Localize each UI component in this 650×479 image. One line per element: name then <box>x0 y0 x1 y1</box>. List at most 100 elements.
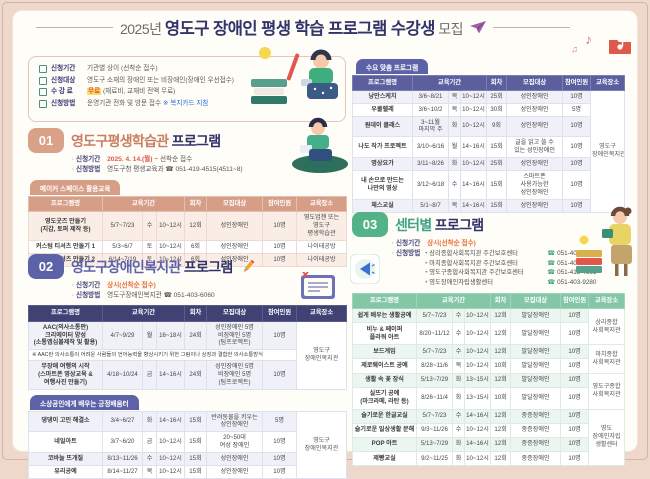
flyer-page: { "header": { "year": "2025년", "title": … <box>0 0 650 462</box>
tab-maker-space: 메이커 스페이스 활용교육 <box>30 180 121 196</box>
free-highlight: 무료 <box>87 88 102 96</box>
table-cell: 14~16시 <box>463 408 492 424</box>
table-cell: 9/2~11/25 <box>416 450 453 467</box>
table-row: 생활 속 꽃 장식 5/13~7/29 화 13~15시 12회 발달장애인 10명 영도구종… <box>352 372 626 410</box>
table-cell: 중증장애인 <box>510 422 562 438</box>
table-cell: 커스텀 티셔츠 만들기 1 <box>28 239 103 254</box>
table-cell: 발달장애인 <box>510 322 562 346</box>
table-cell: 14~16시 <box>459 136 488 159</box>
tab-small-business: 소상공인에게 배우는 긍정배움터 <box>30 395 139 411</box>
center-programs-table: 프로그램명 교육기간 회차 모집대상 참여인원 교육장소 쉽게 배우는 생활공예 5/7~7/… <box>352 292 626 467</box>
table-cell: 토 <box>142 252 157 267</box>
table-cell: 10~12시 <box>156 465 185 479</box>
table-cell: 8/20~11/12 <box>416 322 453 346</box>
table-cell: 10~12시 <box>463 322 492 346</box>
table-cell: 성인장애인 <box>206 452 263 467</box>
table-cell: 무장애 여행의 시작 (스마트폰 영상교육 & 여행사진 만들기) <box>28 360 103 391</box>
column-header: 참여인원 <box>560 292 590 310</box>
table-cell: 목 <box>448 198 461 213</box>
table-row: AAC(의사소통판) 크리에이터 양성 (소통앱심볼제작 및 활용) 4/7~9/29… <box>28 320 348 391</box>
folder-icon <box>609 40 631 54</box>
table-cell: 중증장애인 <box>510 436 562 452</box>
table-cell: 14~16시 <box>459 170 488 200</box>
table-row: 커스텀 티셔츠 만들기 2 6/14~7/19 토 10~12시 6회 성인장애인 10명 나… <box>28 252 348 267</box>
demand-programs-table: 프로그램명 교육기간 회차 모집대상 참여인원 교육장소 낭만스케치 3/6~8/21 목 10~… <box>352 74 626 213</box>
table-cell: 10명 <box>262 465 297 479</box>
section-demand-programs: 수요 맞춤 프로그램 프로그램명 교육기간 회차 모집대상 참여인원 교육장소 낭만스케치 3… <box>352 54 626 213</box>
phone-number: 051-413-4661 <box>557 269 597 277</box>
table-row: 명상요가 3/11~8/26 화 10~12시 25회 성인장애인 10명 <box>352 157 625 172</box>
table-cell: ※ AAC란 의사소통이 어려운 사람들의 언어능력을 향상시키기 위한 그림이… <box>27 349 298 362</box>
table-cell: 중증장애인 <box>510 408 562 424</box>
table-row: POP 아트 5/13~7/29 화 14~16시 12회 중증장애인 10명 <box>352 436 625 452</box>
column-header: 모집대상 <box>206 305 264 322</box>
contact-row: 영도장애인자립생활센터☎051-403-9280 <box>425 278 596 287</box>
table-cell: 10~12시 <box>155 211 186 241</box>
table-cell: AAC(의사소통판) 크리에이터 양성 (소통앱심볼제작 및 활용) <box>28 320 103 351</box>
table-cell: 8/28~11/6 <box>416 358 453 374</box>
paper-plane-icon <box>470 20 487 33</box>
table-cell: 목 <box>448 89 461 104</box>
table-cell: 13~15시 <box>463 372 492 388</box>
table-cell: 쉽게 배우는 생활공예 <box>352 308 417 324</box>
column-header: 참여인원 <box>262 305 298 322</box>
table-cell: 15회 <box>184 410 207 433</box>
table-cell: 5명 <box>562 102 592 117</box>
table-cell: 체스교실 <box>352 198 413 213</box>
table-cell: 제로웨이스트 공예 <box>352 358 417 374</box>
table-cell: 수 <box>452 322 465 346</box>
table-cell: 10~12시 <box>156 452 185 467</box>
info-label: 신청기간 <box>51 65 76 72</box>
phone-icon: ☎ <box>547 250 556 258</box>
contact-row: 마치종합사회복지관 주간보호센터☎051-403-4200 <box>425 259 596 268</box>
table-cell: 10명 <box>562 157 592 172</box>
table-cell: 10명 <box>262 211 298 241</box>
table-cell: 성인장애인 5명 비장애인 5명 (팀프로젝트) <box>206 360 264 391</box>
table-cell: 화 <box>448 157 461 172</box>
table-cell: 수 <box>452 408 465 424</box>
welfare-center-table: 프로그램명 교육기간 회차 모집대상 참여인원 교육장소 AAC(의사소통판) 크리에이터 양… <box>27 305 348 391</box>
section1-title: 영도구평생학습관 프로그램 <box>71 132 221 149</box>
table-cell: 15회 <box>486 198 508 213</box>
column-header: 모집대상 <box>510 292 562 310</box>
table-cell: 6/14~7/19 <box>102 252 143 267</box>
table-cell: 3/4~6/27 <box>102 410 143 433</box>
section3-title: 센터별 프로그램 <box>395 216 484 233</box>
section1-contact: 영도구청 평생교육과 ☎ 051-419-4515(4511~8) <box>107 166 243 174</box>
table-cell: 스마트폰 사용가능한 성인장애인 <box>506 170 564 200</box>
table-cell: 5/7~7/23 <box>416 344 453 360</box>
table-cell: 25회 <box>486 157 508 172</box>
table-cell: 12회 <box>490 422 512 438</box>
table-cell: 슬기로운 일상생활 문해 <box>352 422 417 438</box>
table-cell: 10~12시 <box>155 252 186 267</box>
table-cell: 발달장애인 <box>510 308 562 324</box>
table-cell: 생활 속 꽃 장식 <box>352 372 417 388</box>
table-cell: 10명 <box>562 89 592 104</box>
table-cell: 9/3~11/26 <box>416 422 453 438</box>
phone-icon: ☎ <box>547 269 556 277</box>
checkbox-icon <box>39 99 47 108</box>
table-cell: 성인장애인 <box>206 239 264 254</box>
column-header: 회차 <box>184 305 208 322</box>
table-cell: 수 <box>452 344 465 360</box>
table-cell: 24회 <box>184 320 208 351</box>
column-header: 교육장소 <box>590 74 626 91</box>
info-value: 운영기관 전화 및 방문 접수 ※ 복지카드 지참 <box>87 99 209 107</box>
table-cell: POP 아트 <box>352 436 417 452</box>
section2-method: 신청방법 영도구장애인복지관 ☎ 051-403-6060 <box>72 291 346 301</box>
section-lifelong-learning-center: 01 영도구평생학습관 프로그램 신청기간 2025. 4. 14.(월) ~ … <box>28 117 348 267</box>
table-cell: 3/6~8/21 <box>412 89 449 104</box>
table-cell: 6회 <box>184 239 208 254</box>
phone-number: 051-404-5061 <box>557 250 597 258</box>
section-number-badge: 02 <box>28 254 64 279</box>
flyer-title-bar: 2025년 영도구 장애인 평생 학습 프로그램 수강생 모집 <box>36 15 570 39</box>
table-cell: 성인장애인 <box>506 115 564 138</box>
welfare-card-note: ※ 복지카드 지참 <box>162 99 209 107</box>
table-cell: 화 <box>452 372 465 388</box>
table-cell: 6회 <box>184 252 208 267</box>
table-cell: 우쿨렐레 <box>352 102 413 117</box>
phone-icon: ☎ <box>547 278 556 286</box>
info-label: 수 강 료 <box>51 88 73 96</box>
table-cell: 발달장애인 <box>510 358 562 374</box>
info-row-period: 신청기간 기관별 상이 (선착순 접수) <box>39 65 337 73</box>
